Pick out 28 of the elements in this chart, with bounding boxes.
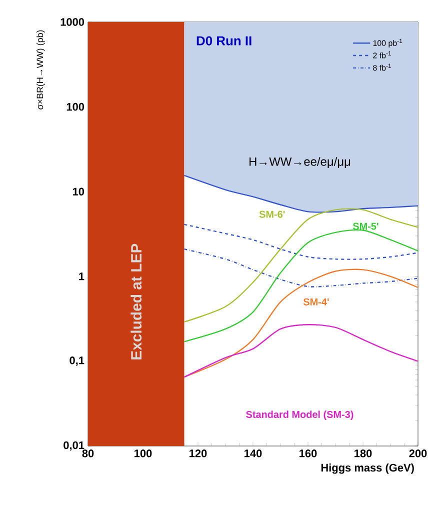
line-series — [184, 208, 418, 323]
series-label: SM-5' — [352, 222, 378, 230]
x-tick-label: 160 — [300, 450, 317, 458]
series-label: SM-6' — [259, 210, 285, 218]
line-series — [184, 324, 418, 378]
y-tick-label: 1000 — [60, 18, 84, 26]
annotation: D0 Run II — [196, 36, 252, 46]
y-axis-title: σ×BR(H→WW) (pb) — [36, 30, 45, 110]
y-tick-label: 10 — [72, 188, 84, 196]
x-tick-label: 180 — [354, 450, 372, 458]
x-tick-label: 200 — [409, 450, 427, 458]
x-tick-label: 140 — [244, 450, 262, 458]
y-tick-label: 1 — [79, 272, 84, 280]
line-series — [184, 229, 418, 342]
band-label: Excluded at LEP — [130, 244, 142, 360]
annotation: H→WW→ee/eμ/μμ — [250, 157, 350, 168]
x-axis-title: Higgs mass (GeV) — [321, 464, 414, 474]
line-series — [184, 268, 418, 378]
x-tick-label: 100 — [134, 450, 152, 458]
x-tick-label: 120 — [190, 450, 207, 458]
line-series — [184, 224, 418, 260]
series-label: SM-4' — [303, 298, 329, 306]
y-tick-label: 0,1 — [70, 356, 84, 366]
line-series — [184, 248, 418, 288]
y-tick-label: 100 — [66, 102, 84, 111]
text: Standard Model (SM-3) — [246, 410, 354, 420]
x-tick-label: 80 — [82, 450, 94, 458]
y-tick-label: 0,01 — [64, 441, 84, 451]
